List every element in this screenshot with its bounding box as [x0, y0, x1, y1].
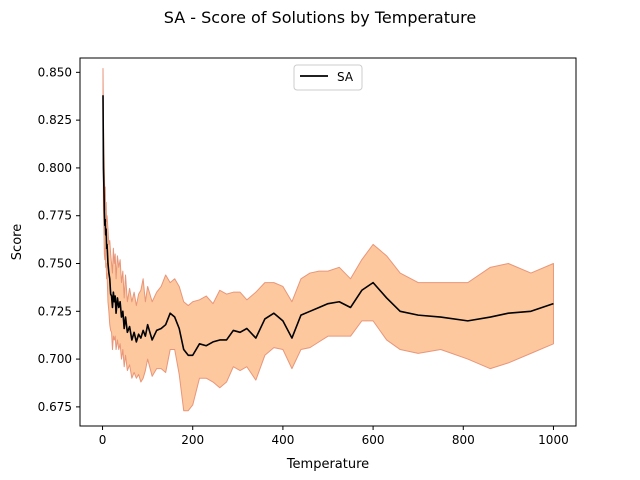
x-tick-label: 800 [452, 433, 475, 447]
series-sa-line [102, 95, 554, 357]
plot-area [102, 68, 554, 412]
legend-frame [293, 64, 363, 91]
y-tick-label: 0.750 [38, 257, 72, 271]
legend-label-sa: SA [337, 70, 354, 84]
y-tick-label: 0.775 [38, 209, 72, 223]
x-tick-label: 200 [181, 433, 204, 447]
axes-frame [79, 57, 577, 427]
x-tick-label: 400 [271, 433, 294, 447]
axes: 0 200 400 600 800 1000 0.675 0.700 0.725 0.750 0.7… [38, 57, 577, 447]
y-tick-label: 0.700 [38, 352, 72, 366]
y-tick-label: 0.725 [38, 304, 72, 318]
y-tick-label: 0.675 [38, 400, 72, 414]
x-tick-label: 600 [362, 433, 385, 447]
x-axis-label: Temperature [286, 457, 369, 472]
chart-title: SA - Score of Solutions by Temperature [164, 8, 476, 27]
x-tick-label: 0 [99, 433, 107, 447]
y-tick-label: 0.825 [38, 113, 72, 127]
y-tick-label: 0.850 [38, 65, 72, 79]
series-sa-band [102, 68, 554, 412]
x-tick-label: 1000 [538, 433, 569, 447]
legend: SA [293, 64, 363, 91]
y-axis-label: Score [10, 224, 25, 260]
y-tick-label: 0.800 [38, 161, 72, 175]
